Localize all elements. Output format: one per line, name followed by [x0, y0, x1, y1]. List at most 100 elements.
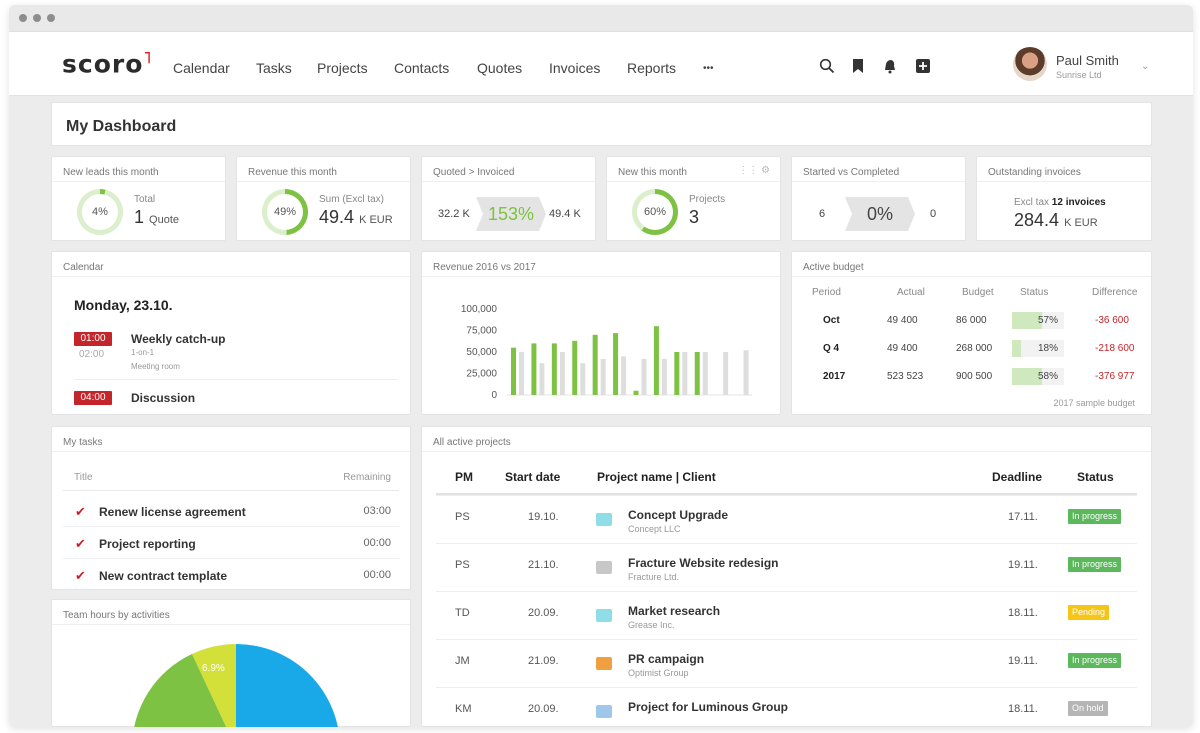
event-title[interactable]: Discussion	[131, 391, 196, 405]
ring-percent: 4%	[82, 194, 118, 230]
kpi-new-leads[interactable]: New leads this month 4% Total 1 Quote	[51, 156, 226, 241]
column-header-pm[interactable]: PM	[455, 470, 473, 484]
folder-icon	[596, 609, 612, 622]
task-row[interactable]: ✔ New contract template 00:00	[63, 559, 399, 591]
nav-contacts[interactable]: Contacts	[394, 60, 450, 76]
nav-calendar[interactable]: Calendar	[173, 60, 230, 76]
card-title: Calendar	[63, 262, 104, 273]
project-row[interactable]: JM 21.09. PR campaign Optimist Group 19.…	[436, 639, 1137, 687]
kpi-revenue[interactable]: Revenue this month 49% Sum (Excl tax) 49…	[236, 156, 411, 241]
nav-projects[interactable]: Projects	[317, 60, 368, 76]
checkmark-icon[interactable]: ✔	[75, 568, 86, 583]
status-badge: Pending	[1068, 605, 1110, 620]
card-title: My tasks	[63, 437, 103, 448]
bookmark-icon[interactable]	[849, 58, 867, 76]
bar-series-2[interactable]	[580, 363, 586, 395]
project-row[interactable]: TD 20.09. Market research Grease Inc. 18…	[436, 591, 1137, 639]
bar-series-2[interactable]	[519, 352, 524, 395]
task-name: New contract template	[99, 569, 228, 583]
checkmark-icon[interactable]: ✔	[75, 536, 86, 551]
bar-series-1[interactable]	[511, 347, 516, 395]
revenue-chart-widget: Revenue 2016 vs 2017 100,000 75,000 50,000…	[421, 251, 781, 415]
nav-invoices[interactable]: Invoices	[549, 60, 601, 76]
bar-series-2[interactable]	[723, 352, 729, 395]
active-budget-widget: Active budget Period Actual Budget Status Di…	[791, 251, 1152, 415]
bell-icon[interactable]	[881, 58, 899, 76]
bar-series-1[interactable]	[592, 334, 598, 395]
window-dot[interactable]	[33, 14, 41, 22]
bar-series-2[interactable]	[559, 352, 565, 395]
card-title: Team hours by activities	[63, 610, 170, 621]
budget-row[interactable]: 2017 523 523 900 500 58% -376 977	[812, 365, 1137, 393]
card-title: Quoted > Invoiced	[433, 167, 515, 178]
column-header-title: Title	[74, 472, 93, 483]
project-row[interactable]: PS 21.10. Fracture Website redesign Frac…	[436, 543, 1137, 591]
user-name[interactable]: Paul Smith	[1056, 53, 1119, 68]
bar-series-1[interactable]	[551, 343, 557, 395]
bar-series-1[interactable]	[653, 326, 659, 395]
column-header-start-date[interactable]: Start date	[505, 470, 561, 484]
window-dot[interactable]	[19, 14, 27, 22]
kpi-new-this-month[interactable]: New this month ⋮⋮ ⚙ 60% Projects 3	[606, 156, 781, 241]
project-client: Concept LLC	[628, 524, 681, 534]
project-name[interactable]: Market research	[628, 604, 721, 618]
quoted-value: 32.2 K	[438, 208, 470, 220]
project-row[interactable]: KM 20.09. Project for Luminous Group 18.…	[436, 687, 1137, 727]
bar-series-1[interactable]	[633, 390, 639, 395]
card-settings-icon[interactable]: ⋮⋮ ⚙	[738, 165, 770, 176]
user-avatar[interactable]	[1013, 47, 1047, 81]
window-dot[interactable]	[47, 14, 55, 22]
card-title: Revenue 2016 vs 2017	[433, 262, 536, 273]
y-tick-label: 50,000	[466, 347, 497, 358]
bar-series-2[interactable]	[641, 358, 647, 395]
task-row[interactable]: ✔ Renew license agreement 03:00	[63, 495, 399, 527]
kpi-started-completed[interactable]: Started vs Completed 6 0% 0	[791, 156, 966, 241]
budget-amount: 268 000	[956, 343, 993, 354]
checkmark-icon[interactable]: ✔	[75, 504, 86, 519]
my-tasks-widget: My tasks Title Remaining ✔ Renew license…	[51, 426, 411, 591]
bar-series-1[interactable]	[613, 333, 619, 395]
column-header-project[interactable]: Project name | Client	[597, 470, 716, 484]
search-icon[interactable]	[818, 58, 836, 76]
bar-series-1[interactable]	[572, 340, 578, 395]
bar-series-2[interactable]	[682, 352, 688, 395]
bar-series-1[interactable]	[674, 352, 680, 395]
folder-icon	[596, 705, 612, 718]
bar-series-2[interactable]	[702, 352, 708, 395]
nav-quotes[interactable]: Quotes	[477, 60, 523, 76]
budget-difference: -218 600	[1095, 343, 1135, 354]
bar-series-2[interactable]	[661, 358, 667, 395]
bar-series-2[interactable]	[600, 358, 606, 395]
nav-tasks[interactable]: Tasks	[256, 60, 292, 76]
task-row[interactable]: ✔ Project reporting 00:00	[63, 527, 399, 559]
bar-series-2[interactable]	[539, 363, 545, 395]
bar-series-1[interactable]	[531, 343, 537, 395]
project-deadline: 18.11.	[1008, 607, 1038, 619]
project-name[interactable]: Project for Luminous Group	[628, 700, 789, 714]
page-title: My Dashboard	[66, 118, 177, 135]
chevron-down-icon[interactable]: ⌄	[1141, 61, 1150, 72]
scoro-logo[interactable]: scoro˥	[62, 48, 153, 79]
budget-row[interactable]: Q 4 49 400 268 000 18% -218 600	[812, 337, 1137, 365]
project-name[interactable]: Fracture Website redesign	[628, 556, 779, 570]
bar-series-2[interactable]	[621, 356, 627, 395]
project-name[interactable]: PR campaign	[628, 652, 705, 666]
kpi-quoted-invoiced[interactable]: Quoted > Invoiced 32.2 K 153% 49.4 K	[421, 156, 596, 241]
team-hours-widget: Team hours by activities 6.9%	[51, 599, 411, 727]
completed-value: 0	[930, 208, 937, 220]
add-icon[interactable]	[914, 58, 932, 76]
project-row[interactable]: PS 19.10. Concept Upgrade Concept LLC 17…	[436, 495, 1137, 543]
pie-slice	[192, 644, 236, 727]
budget-row[interactable]: Oct 49 400 86 000 57% -36 600	[812, 309, 1137, 337]
column-header-deadline[interactable]: Deadline	[992, 470, 1043, 484]
budget-status-bar: 57%	[1012, 312, 1064, 329]
bar-series-1[interactable]	[694, 352, 700, 395]
kpi-outstanding-invoices[interactable]: Outstanding invoices Excl tax 12 invoice…	[976, 156, 1152, 241]
project-name[interactable]: Concept Upgrade	[628, 508, 729, 522]
nav-more[interactable]: •••	[703, 63, 714, 74]
nav-reports[interactable]: Reports	[627, 60, 677, 76]
column-header-status[interactable]: Status	[1077, 470, 1114, 484]
event-title[interactable]: Weekly catch-up	[131, 332, 226, 346]
bar-series-2[interactable]	[743, 350, 749, 395]
budget-status-bar: 58%	[1012, 368, 1064, 385]
